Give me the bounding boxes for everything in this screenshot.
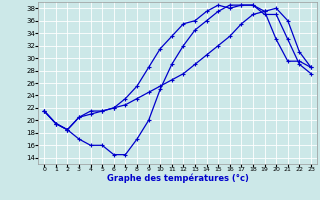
X-axis label: Graphe des températures (°c): Graphe des températures (°c) — [107, 174, 249, 183]
